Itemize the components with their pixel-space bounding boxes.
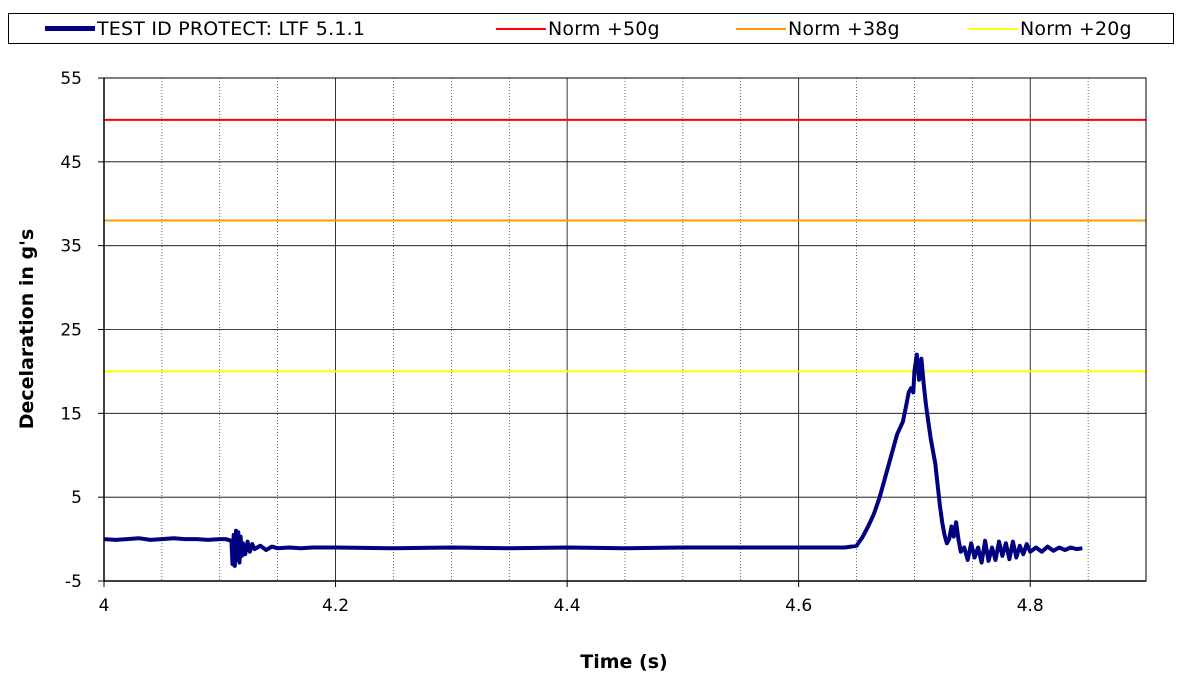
tick-labels: -5 5 15 25 35 45 55 4 4.2 4.4 4.6 4.8 [60,69,1043,616]
x-tick-label: 4.2 [322,596,349,616]
x-tick-label: 4.6 [785,596,812,616]
legend-swatch-norm-38 [736,27,786,30]
y-tick-label: 45 [60,153,82,173]
reference-lines [104,118,1146,373]
x-tick-label: 4 [99,596,110,616]
y-tick-label: 55 [60,69,82,89]
grid-lines [104,78,1146,581]
legend-label-norm-50: Norm +50g [548,17,660,40]
series-line-test [103,352,1083,568]
x-axis-title: Time (s) [580,651,667,673]
data-series [103,352,1083,568]
legend-item-norm-20: Norm +20g [968,14,1132,43]
y-tick-label: 25 [60,321,82,341]
chart-legend: TEST ID PROTECT: LTF 5.1.1 Norm +50g Nor… [8,13,1174,44]
y-axis-title: Decelaration in g's [16,229,38,430]
legend-swatch-norm-50 [496,27,546,30]
legend-label-test: TEST ID PROTECT: LTF 5.1.1 [97,17,366,40]
legend-item-norm-50: Norm +50g [496,14,660,43]
y-tick-label: 15 [60,404,82,424]
y-tick-label: 5 [71,488,82,508]
legend-label-norm-38: Norm +38g [788,17,900,40]
legend-label-norm-20: Norm +20g [1020,17,1132,40]
legend-item-test: TEST ID PROTECT: LTF 5.1.1 [45,14,365,43]
legend-swatch-test [45,26,95,31]
legend-item-norm-38: Norm +38g [736,14,900,43]
y-tick-label: 35 [60,237,82,257]
y-tick-label: -5 [65,572,82,592]
legend-swatch-norm-20 [968,27,1018,30]
x-tick-label: 4.8 [1017,596,1044,616]
axes [98,77,1147,587]
x-tick-label: 4.4 [554,596,581,616]
